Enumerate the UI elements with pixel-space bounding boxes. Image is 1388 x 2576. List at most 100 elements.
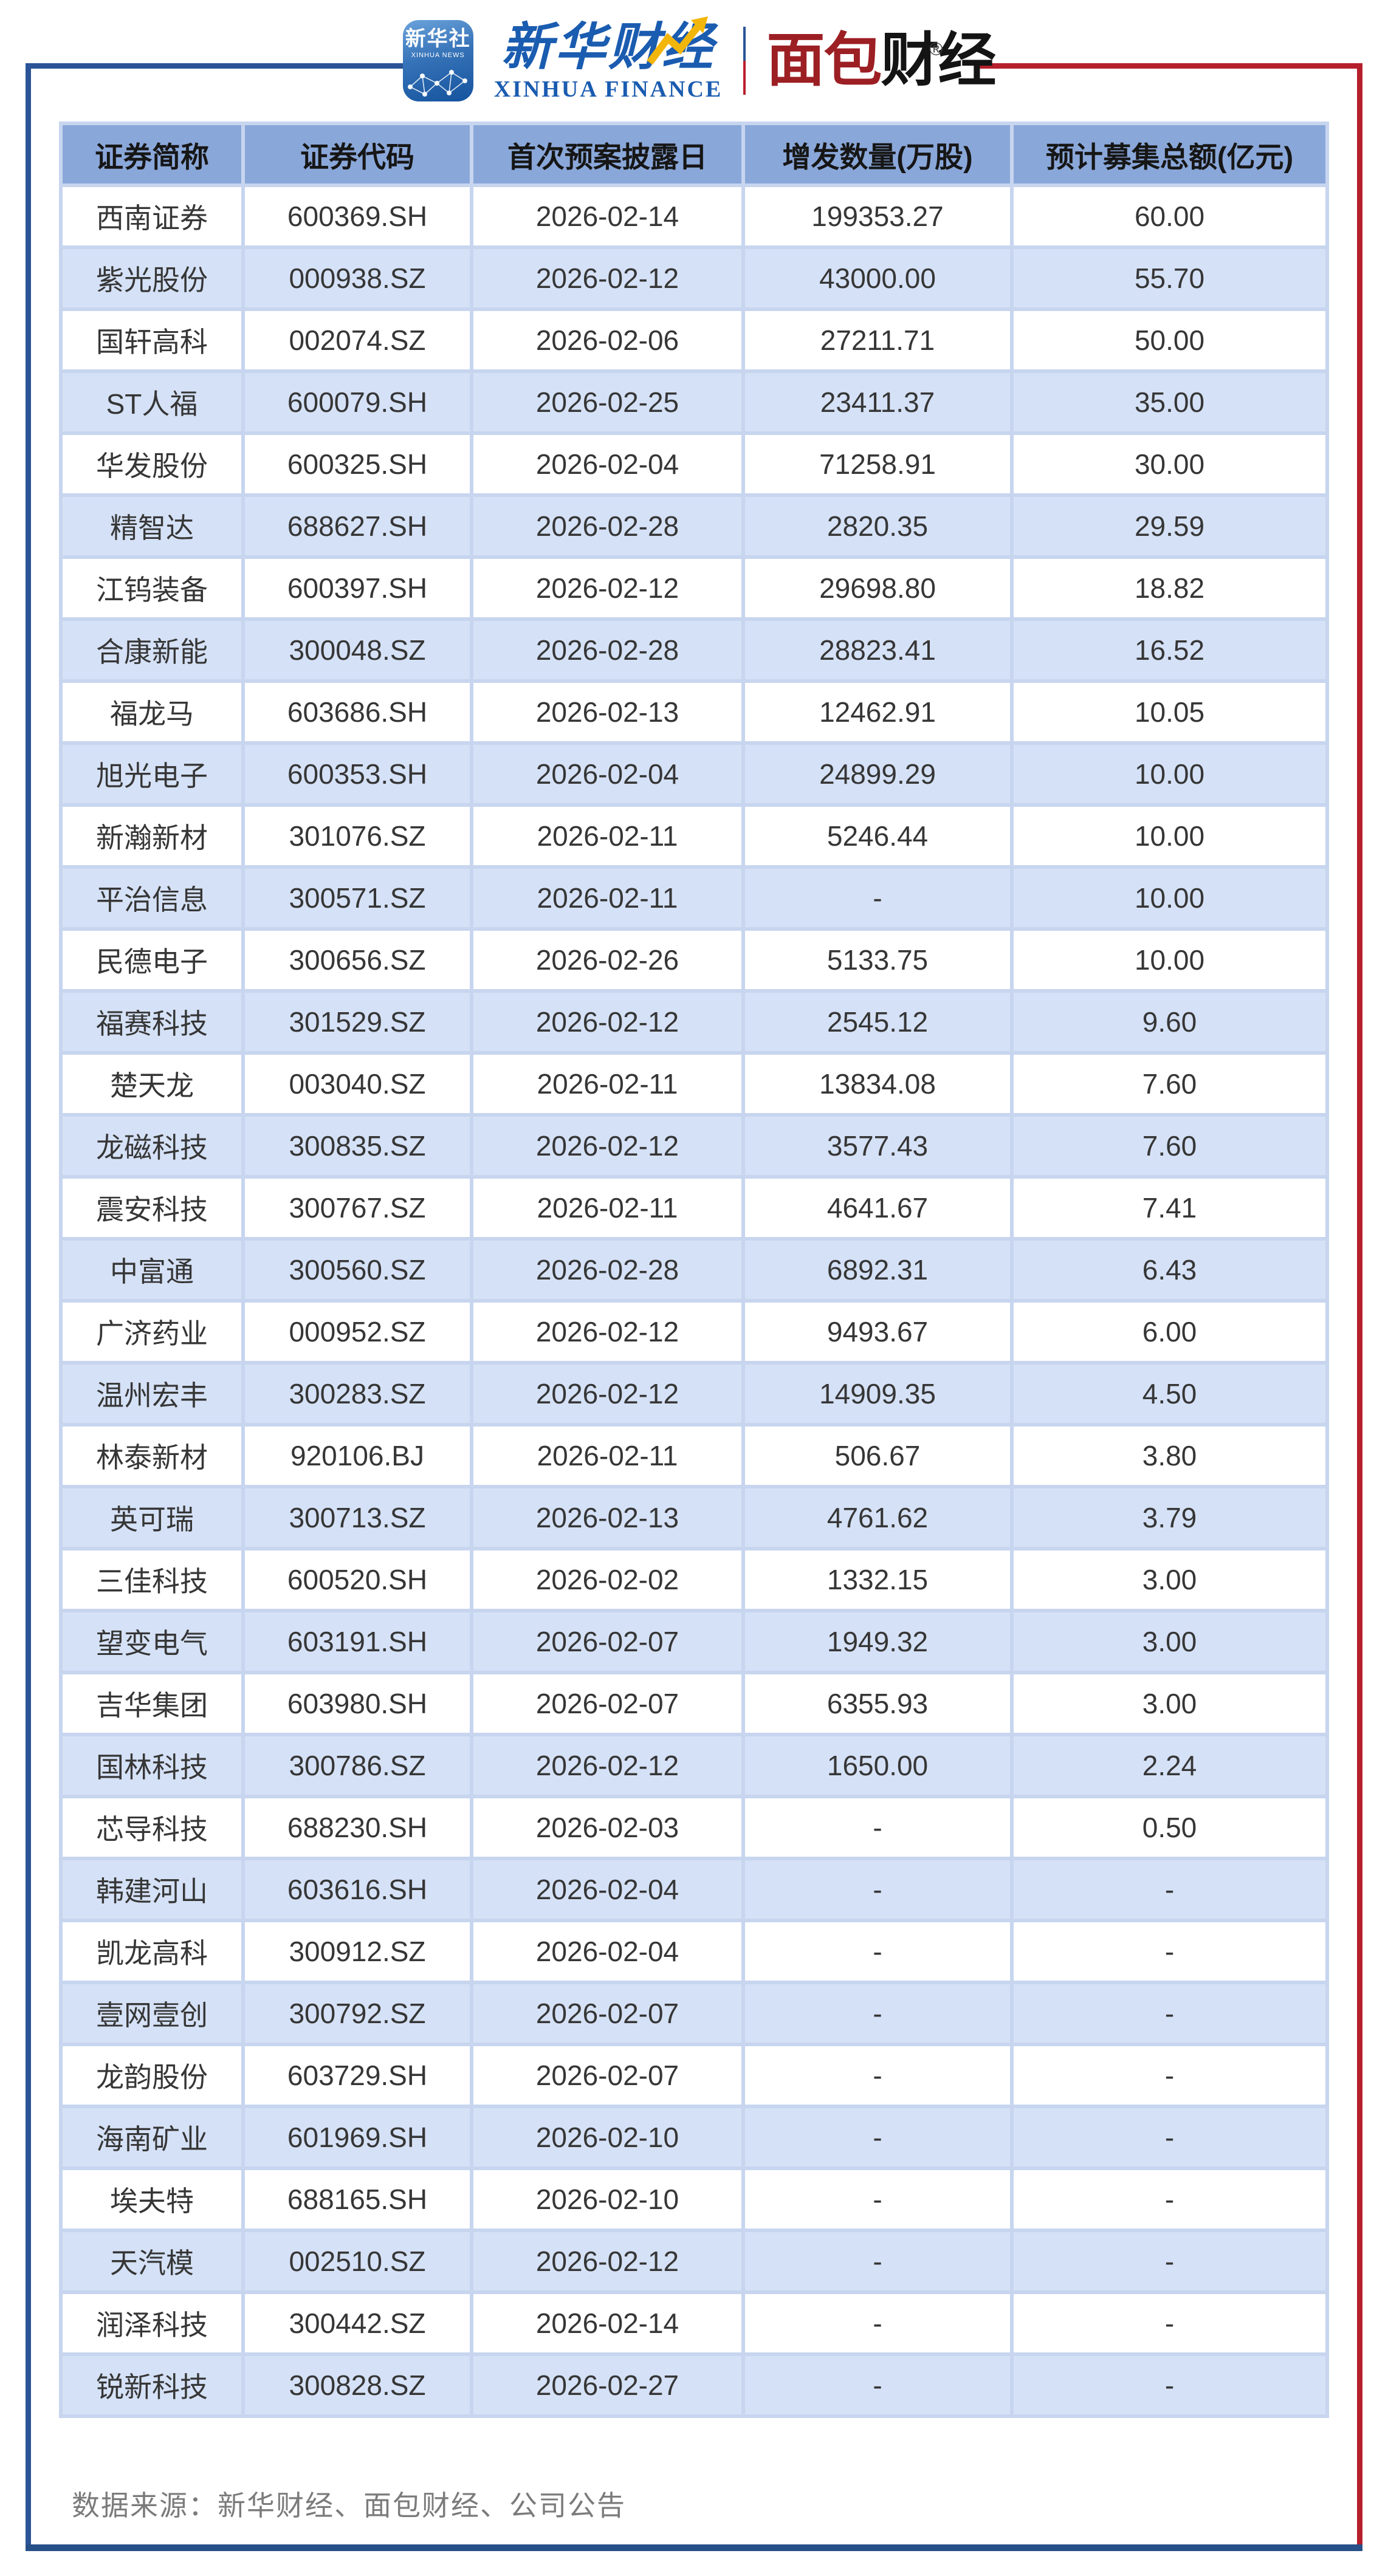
cell: 300792.SZ	[245, 1984, 470, 2043]
cell: 锐新科技	[63, 2356, 241, 2414]
cell: 2026-02-11	[473, 1427, 741, 1485]
cell: -	[1014, 1984, 1325, 2043]
cell: 2026-02-11	[473, 1179, 741, 1237]
cell: 300571.SZ	[245, 869, 470, 927]
cell: 24899.29	[745, 745, 1010, 803]
cell: 2026-02-12	[473, 2232, 741, 2290]
cell: -	[1014, 1922, 1325, 1981]
cell: 华发股份	[63, 435, 241, 493]
cell: 2026-02-12	[473, 249, 741, 307]
table-row: 望变电气 603191.SH 2026-02-07 1949.32 3.00	[63, 1612, 1325, 1671]
cell: 2026-02-12	[473, 1365, 741, 1423]
cell: 300767.SZ	[245, 1179, 470, 1237]
cell: 1332.15	[745, 1550, 1010, 1609]
network-globe-icon	[407, 70, 467, 97]
cell: 国林科技	[63, 1736, 241, 1795]
cell: -	[745, 1984, 1010, 2043]
table-row: 埃夫特 688165.SH 2026-02-10- -	[63, 2170, 1325, 2228]
cell: 2026-02-02	[473, 1550, 741, 1609]
cell: -	[745, 2232, 1010, 2290]
table-row: 中富通 300560.SZ 2026-02-28 6892.31 6.43	[63, 1241, 1325, 1299]
cell: 29.59	[1014, 497, 1325, 555]
table-row: 平治信息 300571.SZ 2026-02-11-10.00	[63, 869, 1325, 927]
cell: 2026-02-07	[473, 1984, 741, 2043]
cell: 福赛科技	[63, 993, 241, 1051]
cell: 广济药业	[63, 1303, 241, 1361]
cell: 2026-02-26	[473, 931, 741, 989]
cell: 10.00	[1014, 869, 1325, 927]
cell: 2026-02-11	[473, 1055, 741, 1113]
cell: 壹网壹创	[63, 1984, 241, 2043]
cell: 6892.31	[745, 1241, 1010, 1299]
cell: 300048.SZ	[245, 621, 470, 679]
cell: 300442.SZ	[245, 2294, 470, 2352]
cell: 4.50	[1014, 1365, 1325, 1423]
cell: 603616.SH	[245, 1860, 470, 1919]
cell: 13834.08	[745, 1055, 1010, 1113]
cell: -	[1014, 2356, 1325, 2414]
cell: 3.00	[1014, 1612, 1325, 1671]
cell: -	[1014, 2046, 1325, 2105]
header-logo-band: 新华社 XINHUA NEWS 新华财经	[402, 5, 996, 117]
header-row: 证券简称 证券代码 首次预案披露日 增发数量(万股) 预计募集总额(亿元)	[63, 125, 1325, 183]
cell: 3.79	[1014, 1488, 1325, 1547]
cell: 2026-02-04	[473, 1922, 741, 1981]
cell: 2026-02-12	[473, 1303, 741, 1361]
cell: 30.00	[1014, 435, 1325, 493]
cell: 16.52	[1014, 621, 1325, 679]
cell: 1949.32	[745, 1612, 1010, 1671]
cell: 603686.SH	[245, 683, 470, 741]
cell: 600079.SH	[245, 373, 470, 431]
cell: 2026-02-11	[473, 807, 741, 865]
cell: 603729.SH	[245, 2046, 470, 2105]
rising-arrow-icon	[647, 16, 709, 65]
cell: 震安科技	[63, 1179, 241, 1237]
cell: 300835.SZ	[245, 1117, 470, 1175]
cell: 西南证券	[63, 187, 241, 245]
cell: 平治信息	[63, 869, 241, 927]
cell: 4761.62	[745, 1488, 1010, 1547]
logo-divider	[743, 27, 746, 95]
cell: 2026-02-04	[473, 1860, 741, 1919]
cell: 10.00	[1014, 931, 1325, 989]
table-row: 震安科技 300767.SZ 2026-02-11 4641.67 7.41	[63, 1179, 1325, 1237]
cell: 润泽科技	[63, 2294, 241, 2352]
cell: 688230.SH	[245, 1798, 470, 1857]
cell: 14909.35	[745, 1365, 1010, 1423]
cell: 600520.SH	[245, 1550, 470, 1609]
cell: 7.60	[1014, 1117, 1325, 1175]
cell: 2026-02-03	[473, 1798, 741, 1857]
table-row: 韩建河山 603616.SH 2026-02-04- -	[63, 1860, 1325, 1919]
cell: 福龙马	[63, 683, 241, 741]
cell: 2026-02-13	[473, 1488, 741, 1547]
cell: 2026-02-28	[473, 497, 741, 555]
cell: 50.00	[1014, 311, 1325, 369]
cell: 龙韵股份	[63, 2046, 241, 2105]
cell: 2545.12	[745, 993, 1010, 1051]
cell: 71258.91	[745, 435, 1010, 493]
cell: 43000.00	[745, 249, 1010, 307]
table-row: 润泽科技 300442.SZ 2026-02-14- -	[63, 2294, 1325, 2352]
table-row: 合康新能 300048.SZ 2026-02-28 28823.41 16.52	[63, 621, 1325, 679]
mianbao-finance-black-part: 财经	[881, 28, 996, 93]
column-header: 首次预案披露日	[473, 125, 741, 183]
cell: 000938.SZ	[245, 249, 470, 307]
table-row: 芯导科技 688230.SH 2026-02-03-0.50	[63, 1798, 1325, 1857]
cell: 23411.37	[745, 373, 1010, 431]
table-row: 龙韵股份 603729.SH 2026-02-07- -	[63, 2046, 1325, 2105]
cell: 300656.SZ	[245, 931, 470, 989]
cell: 三佳科技	[63, 1550, 241, 1609]
table-row: 三佳科技 600520.SH 2026-02-02 1332.15 3.00	[63, 1550, 1325, 1609]
table-body: 西南证券 600369.SH 2026-02-14 199353.27 60.00 紫光股…	[63, 187, 1325, 2414]
cell: 埃夫特	[63, 2170, 241, 2228]
cell: 003040.SZ	[245, 1055, 470, 1113]
cell: 中富通	[63, 1241, 241, 1299]
cell: 300912.SZ	[245, 1922, 470, 1981]
cell: 2026-02-12	[473, 1736, 741, 1795]
cell: 9.60	[1014, 993, 1325, 1051]
cell: 60.00	[1014, 187, 1325, 245]
table-wrapper: 证券简称 证券代码 首次预案披露日 增发数量(万股) 预计募集总额(亿元) 西南证券 60…	[59, 122, 1329, 2418]
table-header: 证券简称 证券代码 首次预案披露日 增发数量(万股) 预计募集总额(亿元)	[63, 125, 1325, 183]
cell: 000952.SZ	[245, 1303, 470, 1361]
cell: 2026-02-28	[473, 621, 741, 679]
